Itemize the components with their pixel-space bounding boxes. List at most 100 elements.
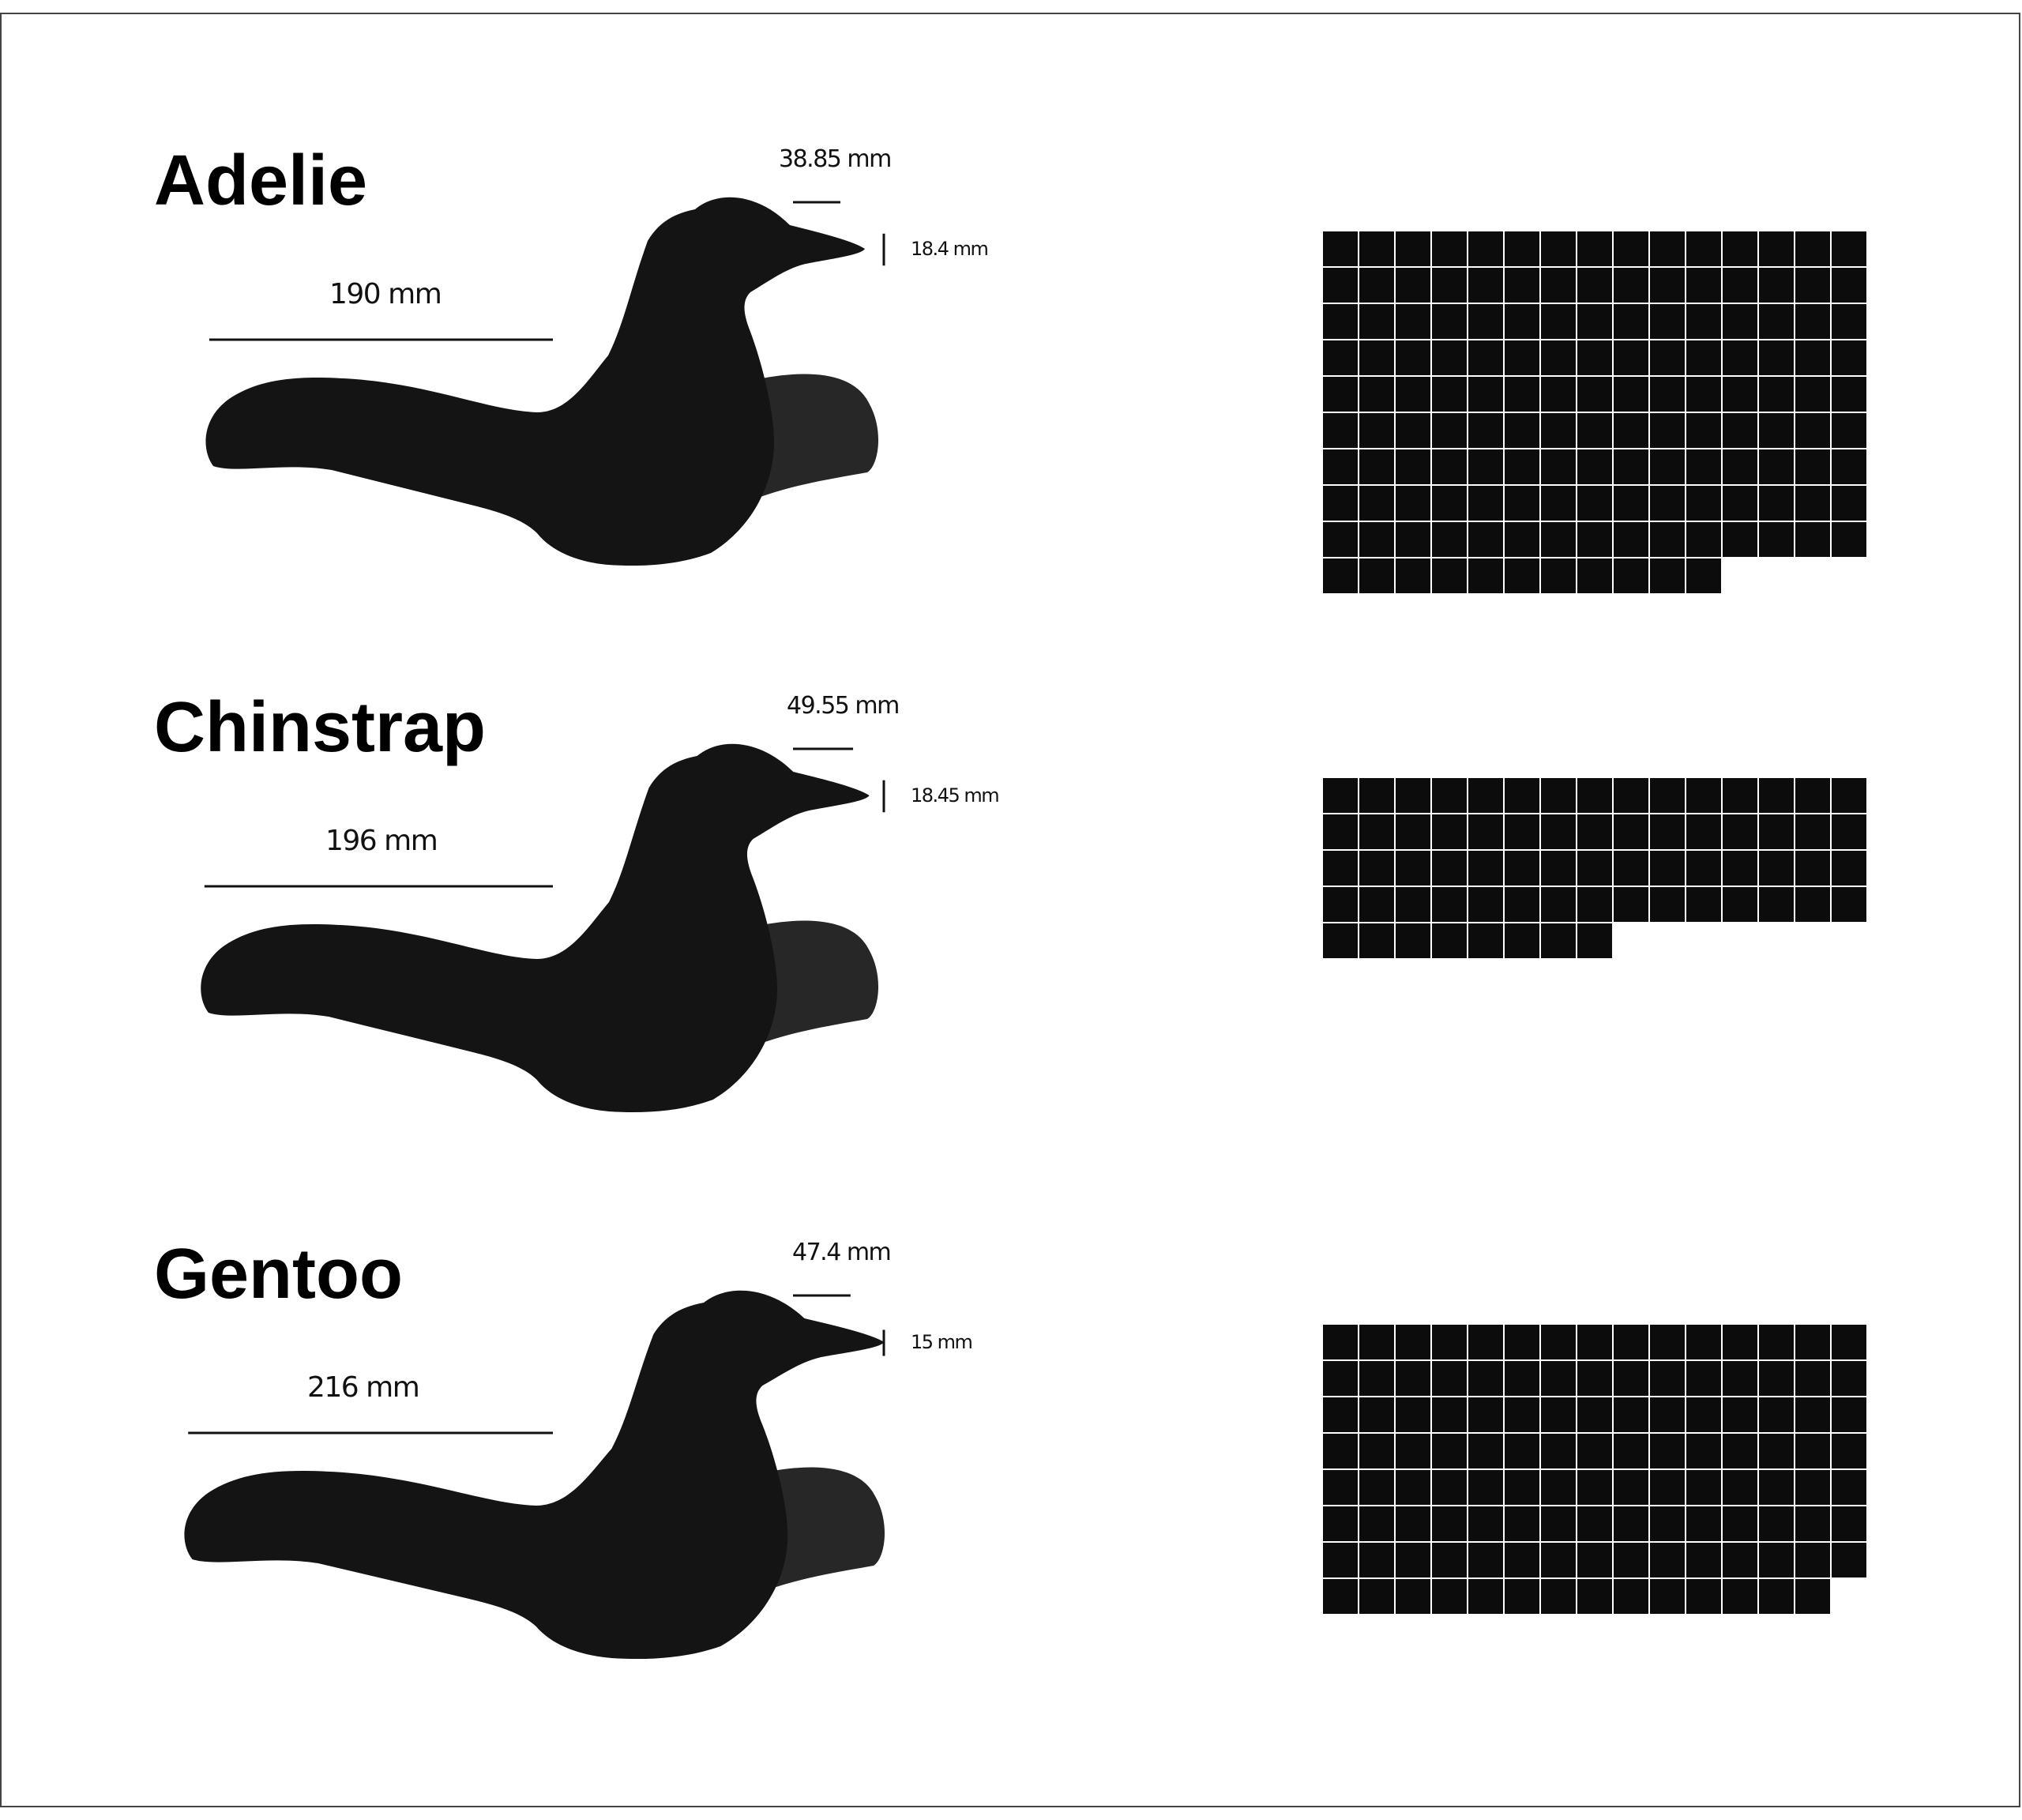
waffle-cell-gentoo — [1648, 1359, 1686, 1397]
waffle-cell-gentoo — [1539, 1541, 1577, 1579]
waffle-cell-adelie — [1612, 303, 1650, 340]
waffle-cell-adelie — [1721, 375, 1759, 413]
waffle-cell-adelie — [1321, 339, 1359, 377]
waffle-cell-adelie — [1467, 557, 1505, 595]
waffle-cell-adelie — [1757, 521, 1795, 558]
waffle-cell-gentoo — [1358, 1396, 1396, 1434]
waffle-cell-adelie — [1430, 484, 1468, 522]
culmen-depth-label-adelie: 18.4 mm — [911, 238, 989, 260]
waffle-cell-adelie — [1794, 339, 1832, 377]
waffle-cell-gentoo — [1648, 1396, 1686, 1434]
waffle-cell-adelie — [1467, 521, 1505, 558]
waffle-cell-adelie — [1467, 303, 1505, 340]
waffle-cell-gentoo — [1430, 1577, 1468, 1615]
waffle-cell-gentoo — [1612, 1432, 1650, 1470]
waffle-cell-gentoo — [1721, 1505, 1759, 1543]
waffle-cell-chinstrap — [1830, 777, 1868, 814]
waffle-cell-gentoo — [1576, 1396, 1614, 1434]
waffle-cell-gentoo — [1612, 1396, 1650, 1434]
waffle-cell-adelie — [1757, 448, 1795, 486]
waffle-cell-adelie — [1576, 230, 1614, 268]
waffle-cell-gentoo — [1757, 1432, 1795, 1470]
waffle-cell-gentoo — [1394, 1396, 1432, 1434]
waffle-cell-gentoo — [1794, 1541, 1832, 1579]
waffle-cell-gentoo — [1394, 1541, 1432, 1579]
waffle-cell-chinstrap — [1467, 777, 1505, 814]
waffle-cell-gentoo — [1394, 1577, 1432, 1615]
waffle-cell-adelie — [1467, 339, 1505, 377]
waffle-cell-gentoo — [1830, 1505, 1868, 1543]
waffle-cell-adelie — [1612, 339, 1650, 377]
waffle-cell-adelie — [1576, 339, 1614, 377]
waffle-cell-chinstrap — [1394, 777, 1432, 814]
waffle-cell-adelie — [1539, 266, 1577, 304]
waffle-cell-chinstrap — [1721, 813, 1759, 851]
waffle-cell-adelie — [1757, 303, 1795, 340]
waffle-cell-gentoo — [1539, 1432, 1577, 1470]
waffle-cell-adelie — [1394, 557, 1432, 595]
waffle-cell-adelie — [1612, 375, 1650, 413]
waffle-cell-gentoo — [1685, 1396, 1723, 1434]
waffle-cell-gentoo — [1503, 1541, 1541, 1579]
waffle-cell-adelie — [1430, 303, 1468, 340]
waffle-cell-chinstrap — [1685, 849, 1723, 887]
waffle-cell-adelie — [1757, 375, 1795, 413]
waffle-cell-adelie — [1757, 266, 1795, 304]
waffle-cell-adelie — [1503, 484, 1541, 522]
waffle-cell-gentoo — [1539, 1396, 1577, 1434]
waffle-cell-gentoo — [1757, 1359, 1795, 1397]
waffle-cell-chinstrap — [1358, 886, 1396, 923]
waffle-cell-gentoo — [1503, 1505, 1541, 1543]
waffle-cell-gentoo — [1503, 1396, 1541, 1434]
waffle-cell-chinstrap — [1794, 849, 1832, 887]
waffle-cell-adelie — [1685, 266, 1723, 304]
waffle-cell-gentoo — [1576, 1359, 1614, 1397]
waffle-cell-gentoo — [1830, 1432, 1868, 1470]
waffle-cell-chinstrap — [1685, 777, 1723, 814]
waffle-cell-gentoo — [1358, 1432, 1396, 1470]
waffle-cell-chinstrap — [1830, 849, 1868, 887]
waffle-cell-chinstrap — [1430, 886, 1468, 923]
waffle-cell-gentoo — [1794, 1505, 1832, 1543]
waffle-cell-chinstrap — [1539, 813, 1577, 851]
penguin-body-gentoo — [184, 1290, 885, 1660]
waffle-cell-adelie — [1830, 412, 1868, 449]
waffle-cell-chinstrap — [1503, 849, 1541, 887]
waffle-cell-gentoo — [1612, 1577, 1650, 1615]
waffle-cell-chinstrap — [1612, 777, 1650, 814]
waffle-chart-gentoo — [1321, 1323, 1868, 1615]
waffle-cell-gentoo — [1830, 1541, 1868, 1579]
waffle-cell-gentoo — [1612, 1468, 1650, 1506]
waffle-cell-chinstrap — [1757, 849, 1795, 887]
waffle-cell-gentoo — [1503, 1432, 1541, 1470]
waffle-cell-gentoo — [1830, 1323, 1868, 1361]
waffle-cell-chinstrap — [1321, 813, 1359, 851]
waffle-cell-gentoo — [1612, 1505, 1650, 1543]
waffle-cell-adelie — [1467, 484, 1505, 522]
waffle-cell-gentoo — [1685, 1541, 1723, 1579]
waffle-cell-gentoo — [1467, 1505, 1505, 1543]
waffle-cell-chinstrap — [1539, 922, 1577, 960]
waffle-cell-gentoo — [1685, 1468, 1723, 1506]
waffle-cell-adelie — [1394, 303, 1432, 340]
waffle-cell-adelie — [1430, 339, 1468, 377]
waffle-cell-gentoo — [1430, 1359, 1468, 1397]
waffle-cell-adelie — [1321, 521, 1359, 558]
waffle-cell-gentoo — [1358, 1541, 1396, 1579]
waffle-cell-gentoo — [1721, 1359, 1759, 1397]
waffle-cell-gentoo — [1430, 1396, 1468, 1434]
culmen-length-label-adelie: 38.85 mm — [779, 145, 892, 173]
waffle-cell-gentoo — [1467, 1541, 1505, 1579]
waffle-cell-adelie — [1467, 448, 1505, 486]
waffle-cell-chinstrap — [1757, 777, 1795, 814]
waffle-cell-gentoo — [1794, 1432, 1832, 1470]
waffle-cell-chinstrap — [1721, 777, 1759, 814]
waffle-cell-gentoo — [1612, 1359, 1650, 1397]
waffle-cell-adelie — [1794, 266, 1832, 304]
waffle-cell-gentoo — [1685, 1505, 1723, 1543]
waffle-cell-chinstrap — [1467, 922, 1505, 960]
waffle-cell-gentoo — [1757, 1396, 1795, 1434]
waffle-cell-gentoo — [1794, 1468, 1832, 1506]
waffle-cell-gentoo — [1721, 1468, 1759, 1506]
